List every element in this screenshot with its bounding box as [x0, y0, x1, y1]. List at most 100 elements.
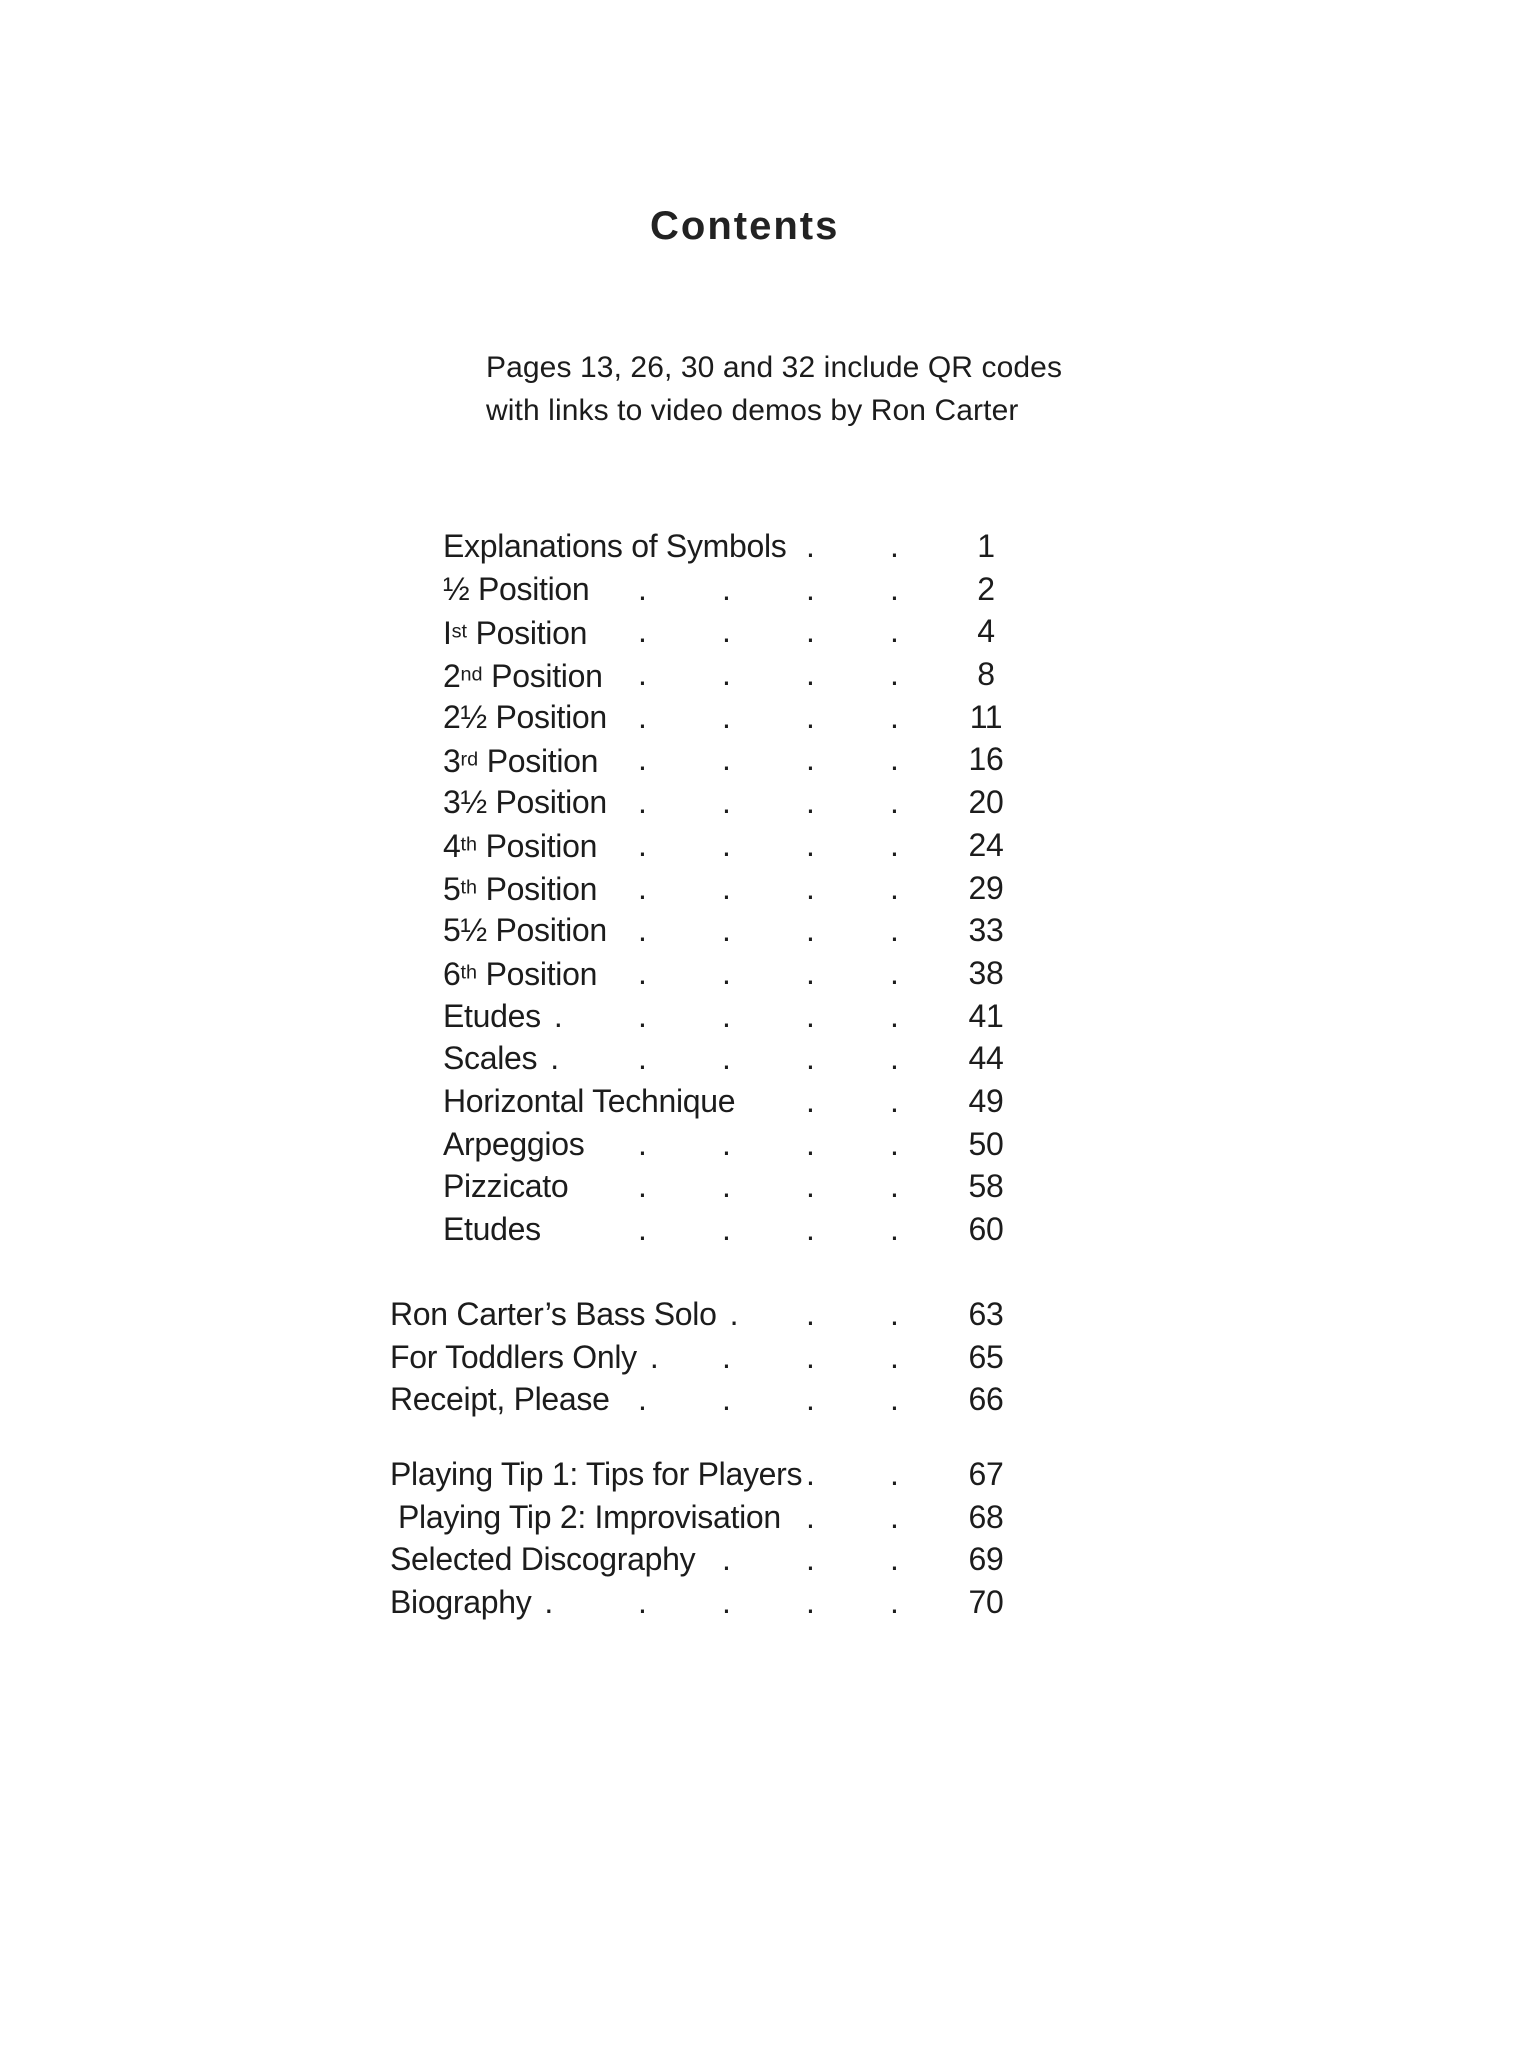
- leader-dot: .: [806, 1168, 815, 1205]
- leader-dot: .: [722, 869, 731, 906]
- toc-row: Horizontal Technique.. 49: [388, 1080, 1033, 1123]
- leader-dot: .: [722, 784, 731, 821]
- toc-row: 4th Position.... 24: [388, 824, 1033, 867]
- toc-page-number: 67: [968, 1456, 1004, 1492]
- leader-dot: .: [806, 1125, 815, 1162]
- toc-row: Playing Tip 2: Improvisation.. 68: [388, 1496, 1033, 1539]
- leader-dot: .: [806, 741, 815, 778]
- leader-dot: .: [722, 1541, 731, 1578]
- leader-dot: .: [890, 741, 899, 778]
- leader-dot: .: [638, 1168, 647, 1205]
- leader-dot: .: [890, 1338, 899, 1375]
- leader-dot: .: [722, 741, 731, 778]
- toc-entry-label: ½ Position: [443, 570, 590, 607]
- toc-row: Arpeggios.... 50: [388, 1123, 1033, 1166]
- toc-group-pieces: Ron Carter’s Bass Solo... 63 For Toddlers …: [388, 1293, 1033, 1421]
- trailing-leader-dot: .: [729, 1296, 739, 1332]
- toc-row: 3rd Position.... 16: [388, 738, 1033, 781]
- toc-row: Etudes..... 41: [388, 995, 1033, 1038]
- toc-row: Explanations of Symbols.. 1: [388, 525, 1033, 568]
- leader-dot: .: [722, 1211, 731, 1247]
- toc-row: Ist Position.... 4: [388, 610, 1033, 653]
- leader-dot: .: [638, 1381, 647, 1418]
- leader-dot: .: [806, 954, 815, 991]
- toc-page-number: 65: [968, 1338, 1004, 1375]
- leader-dot: .: [722, 954, 731, 991]
- toc-entry-label: Etudes: [443, 1211, 541, 1247]
- toc-entry-label: Playing Tip 2: Improvisation: [398, 1498, 781, 1535]
- toc-entry-label: Etudes: [443, 997, 541, 1034]
- toc-row: 5th Position.... 29: [388, 867, 1033, 910]
- toc-entry-label: Biography: [390, 1584, 532, 1621]
- leader-dot: .: [806, 1584, 815, 1621]
- leader-dot: .: [638, 1211, 647, 1247]
- leader-dot: .: [638, 1040, 647, 1077]
- toc-entry-label: 3rd Position: [443, 742, 599, 779]
- toc-entry-label: Explanations of Symbols: [443, 528, 787, 564]
- leader-dot: .: [806, 1040, 815, 1077]
- toc-page-number: 50: [968, 1125, 1004, 1162]
- toc-row: ½ Position.... 2: [388, 568, 1033, 611]
- leader-dot: .: [638, 1584, 647, 1621]
- leader-dot: .: [722, 698, 731, 735]
- leader-dot: .: [890, 784, 899, 821]
- toc-row: 5½ Position.... 33: [388, 909, 1033, 952]
- toc-row: Scales..... 44: [388, 1037, 1033, 1080]
- leader-dot: .: [806, 1338, 815, 1375]
- toc-page-number: 69: [968, 1541, 1004, 1578]
- toc-row: Selected Discography... 69: [388, 1538, 1033, 1581]
- toc-page-number: 41: [968, 997, 1004, 1034]
- toc-entry-label: Ist Position: [443, 614, 588, 651]
- leader-dot: .: [890, 954, 899, 991]
- toc-page-number: 20: [968, 784, 1004, 821]
- leader-dot: .: [890, 613, 899, 650]
- leader-dot: .: [806, 997, 815, 1034]
- toc-page-number: 1: [977, 528, 995, 564]
- leader-dot: .: [806, 698, 815, 735]
- leader-dot: .: [638, 784, 647, 821]
- leader-dot: .: [638, 954, 647, 991]
- ordinal-superscript: th: [460, 833, 478, 856]
- toc-entry-label: Receipt, Please: [390, 1381, 610, 1418]
- leader-dot: .: [890, 1296, 899, 1332]
- leader-dot: .: [722, 1381, 731, 1418]
- leader-dot: .: [890, 1584, 899, 1621]
- toc-entry-label: For Toddlers Only: [390, 1338, 637, 1375]
- toc-entry-label: Horizontal Technique: [443, 1082, 736, 1119]
- leader-dot: .: [638, 912, 647, 949]
- toc-row: Pizzicato.... 58: [388, 1165, 1033, 1208]
- toc-row: 2½ Position.... 11: [388, 696, 1033, 739]
- toc-page-number: 49: [968, 1082, 1004, 1119]
- toc-group-extras: Playing Tip 1: Tips for Players.. 67 Playi…: [388, 1453, 1033, 1624]
- leader-dot: .: [806, 1211, 815, 1247]
- toc-row: Receipt, Please.... 66: [388, 1378, 1033, 1421]
- qr-note-line-1: Pages 13, 26, 30 and 32 include QR codes: [486, 351, 1063, 384]
- leader-dot: .: [806, 1456, 815, 1492]
- leader-dot: .: [890, 1168, 899, 1205]
- toc-page-number: 68: [968, 1498, 1004, 1535]
- toc-entry-label: 6th Position: [443, 956, 598, 993]
- leader-dot: .: [722, 570, 731, 607]
- leader-dot: .: [722, 997, 731, 1034]
- toc-entry-label: 5½ Position: [443, 912, 607, 949]
- leader-dot: .: [890, 869, 899, 906]
- leader-dot: .: [638, 869, 647, 906]
- qr-note-line-2: with links to video demos by Ron Carter: [486, 394, 1019, 427]
- leader-dot: .: [890, 656, 899, 693]
- toc-row: Biography..... 70: [388, 1581, 1033, 1624]
- leader-dot: .: [638, 997, 647, 1034]
- toc-page-number: 58: [968, 1168, 1004, 1205]
- leader-dot: .: [806, 528, 815, 564]
- leader-dot: .: [806, 570, 815, 607]
- leader-dot: .: [890, 1040, 899, 1077]
- leader-dot: .: [806, 1082, 815, 1119]
- ordinal-superscript: nd: [460, 663, 483, 686]
- leader-dot: .: [890, 1456, 899, 1492]
- leader-dot: .: [890, 912, 899, 949]
- leader-dot: .: [722, 1584, 731, 1621]
- toc-entry-label: Playing Tip 1: Tips for Players: [390, 1456, 803, 1492]
- trailing-leader-dot: .: [544, 1584, 553, 1621]
- leader-dot: .: [806, 656, 815, 693]
- toc-entry-label: 5th Position: [443, 871, 598, 908]
- leader-dot: .: [638, 1125, 647, 1162]
